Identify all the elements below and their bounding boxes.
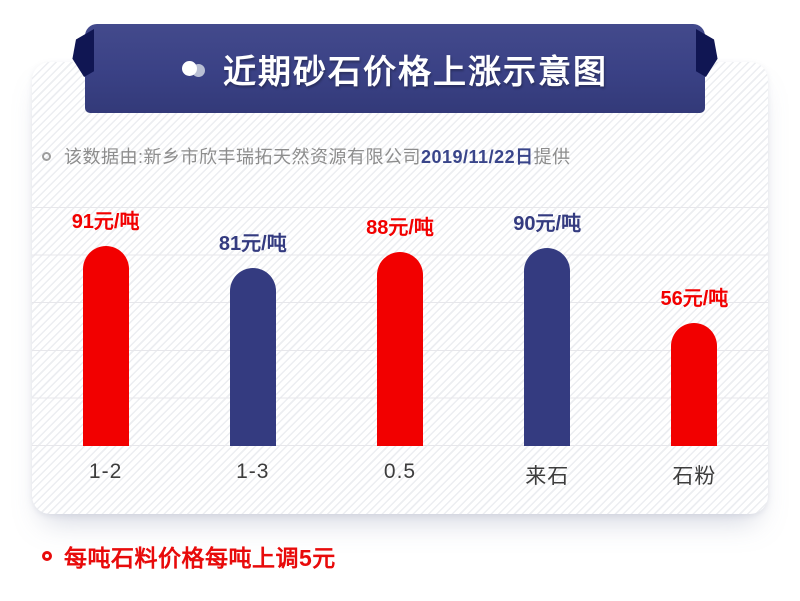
x-axis-label: 石粉 [672, 465, 717, 488]
bar [377, 252, 423, 446]
page-title: 近期砂石价格上涨示意图 [223, 52, 608, 90]
data-source-note: 该数据由:新乡市欣丰瑞拓天然资源有限公司2019/11/22日提供 [42, 145, 571, 167]
bar [524, 248, 571, 446]
bar [229, 268, 276, 446]
bar-value-label: 90元/吨 [513, 213, 582, 235]
bar-column: 90元/吨 [474, 207, 621, 446]
source-text-suffix: 提供 [533, 147, 571, 167]
bar [671, 323, 718, 446]
x-axis-label: 1-3 [236, 460, 270, 483]
bar [82, 246, 129, 446]
footnote-bullet-icon [42, 551, 52, 561]
x-axis-label: 来石 [525, 465, 570, 488]
source-bullet-icon [42, 151, 51, 161]
title-banner: 近期砂石价格上涨示意图 [72, 24, 718, 113]
title-bullet-icon [182, 61, 197, 76]
footnote-text: 每吨石料价格每吨上调5元 [64, 545, 336, 571]
bar-column: 88元/吨 [326, 211, 473, 446]
footnote: 每吨石料价格每吨上调5元 [42, 543, 336, 571]
bar-value-label: 56元/吨 [660, 288, 729, 310]
bar-column: 81元/吨 [179, 227, 326, 446]
x-axis-labels: 1-2 1-3 0.5 来石 石粉 [32, 460, 768, 490]
bar-column: 56元/吨 [621, 282, 768, 446]
chart-card: 该数据由:新乡市欣丰瑞拓天然资源有限公司2019/11/22日提供 91元/吨 8… [32, 62, 768, 514]
x-axis-label: 1-2 [88, 460, 123, 483]
ribbon-fold-left-icon [72, 29, 94, 77]
source-text-prefix: 该数据由:新乡市欣丰瑞拓天然资源有限公司 [64, 147, 421, 167]
bar-series: 91元/吨 81元/吨 88元/吨 90元/吨 56元/吨 [32, 62, 768, 446]
bar-value-label: 81元/吨 [218, 233, 287, 255]
source-text: 该数据由:新乡市欣丰瑞拓天然资源有限公司2019/11/22日提供 [64, 143, 571, 169]
ribbon-fold-right-icon [696, 29, 718, 77]
bar-value-label: 91元/吨 [71, 211, 140, 233]
source-date: 2019/11/22日 [421, 147, 534, 167]
bar-value-label: 88元/吨 [366, 217, 434, 239]
bar-column: 91元/吨 [32, 205, 179, 446]
x-axis-label: 0.5 [383, 460, 417, 483]
